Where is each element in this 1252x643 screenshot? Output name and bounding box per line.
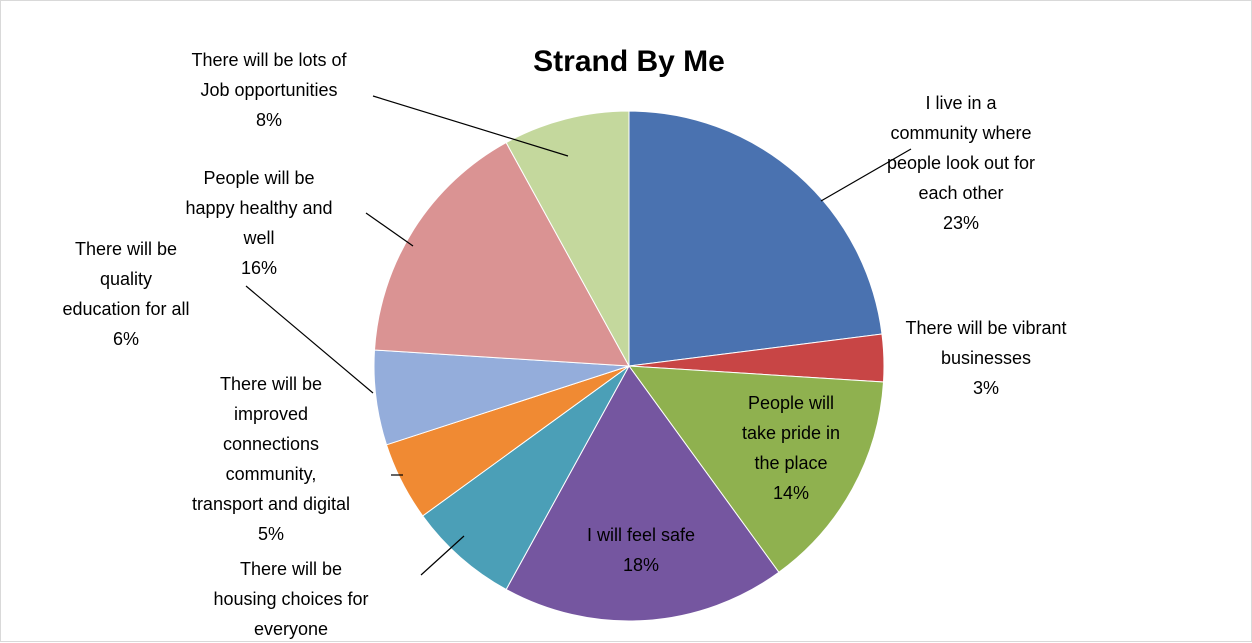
pie-slice-i-live-in-a-community-where-people-look-out-for-each-other [628, 110, 883, 367]
slice-label-line: People will [748, 393, 834, 413]
leader-lines [245, 95, 912, 576]
slice-label-there-will-be-improved-connections-community-transport-and-digital: There will be improved connections communit… [192, 374, 350, 544]
slice-label-line: the place [754, 453, 827, 473]
slice-label-line: I will feel safe [587, 525, 695, 545]
slice-label-line: People will be [203, 168, 314, 188]
slice-percent-label: 8% [256, 110, 282, 130]
pie-slices [373, 110, 885, 622]
pie-slice-there-will-be-lots-of-job-opportunities [505, 110, 630, 367]
slice-label-there-will-be-vibrant-businesses: There will be vibrant businesses 3% [905, 318, 1066, 398]
chart-title: Strand By Me [533, 45, 725, 78]
pie-slice-people-will-be-happy-healthy-and-well [373, 141, 630, 367]
slice-label-i-live-in-a-community-where-people-look-out-for-each-other: I live in a community where people look ou… [887, 93, 1035, 233]
slice-label-line: community where [890, 123, 1031, 143]
slice-label-line: everyone [254, 619, 328, 639]
slice-label-line: improved [234, 404, 308, 424]
slice-labels: I live in a community where people look ou… [62, 50, 1066, 639]
slice-label-line: community, [226, 464, 317, 484]
slice-percent-label: 5% [258, 524, 284, 544]
leader-line-i-live-in-a-community-where-people-look-out-for-each-other [820, 148, 912, 202]
slice-label-line: I live in a [925, 93, 997, 113]
leader-line-there-will-be-lots-of-job-opportunities [372, 95, 569, 157]
slice-label-line: There will be [220, 374, 322, 394]
leader-line-there-will-be-quality-education-for-all [245, 285, 374, 394]
slice-percent-label: 23% [943, 213, 979, 233]
slice-label-people-will-take-pride-in-the-place: People will take pride in the place 14% [742, 393, 840, 503]
slice-label-line: There will be vibrant [905, 318, 1066, 338]
slice-percent-label: 3% [973, 378, 999, 398]
slice-percent-label: 16% [241, 258, 277, 278]
slice-label-line: There will be lots of [191, 50, 347, 70]
slice-label-people-will-be-happy-healthy-and-well: People will be happy healthy and well 16% [185, 168, 332, 278]
slice-label-line: education for all [62, 299, 189, 319]
slice-label-line: transport and digital [192, 494, 350, 514]
leader-line-there-will-be-housing-choices-for-everyone [420, 535, 465, 576]
pie-slice-there-will-be-housing-choices-for-everyone [422, 365, 630, 591]
slice-label-there-will-be-quality-education-for-all: There will be quality education for all 6% [62, 239, 189, 349]
pie-slice-people-will-take-pride-in-the-place [627, 365, 885, 573]
slice-label-line: Job opportunities [200, 80, 337, 100]
slice-label-line: housing choices for [213, 589, 368, 609]
slice-label-line: connections [223, 434, 319, 454]
slice-label-line: There will be [75, 239, 177, 259]
leader-line-people-will-be-happy-healthy-and-well [365, 212, 414, 247]
slice-label-line: businesses [941, 348, 1031, 368]
slice-label-line: people look out for [887, 153, 1035, 173]
slice-label-line: well [242, 228, 274, 248]
slice-label-line: happy healthy and [185, 198, 332, 218]
slice-percent-label: 6% [113, 329, 139, 349]
slice-label-there-will-be-lots-of-job-opportunities: There will be lots of Job opportunities 8% [191, 50, 347, 130]
slice-label-line: take pride in [742, 423, 840, 443]
pie-slice-i-will-feel-safe [505, 365, 780, 622]
slice-percent-label: 14% [773, 483, 809, 503]
slice-label-i-will-feel-safe: I will feel safe 18% [587, 525, 695, 575]
slice-label-line: quality [100, 269, 152, 289]
slice-label-line: each other [918, 183, 1003, 203]
slice-percent-label: 18% [623, 555, 659, 575]
slice-label-there-will-be-housing-choices-for-everyone: There will be housing choices for everyone [213, 559, 368, 639]
slice-label-line: There will be [240, 559, 342, 579]
